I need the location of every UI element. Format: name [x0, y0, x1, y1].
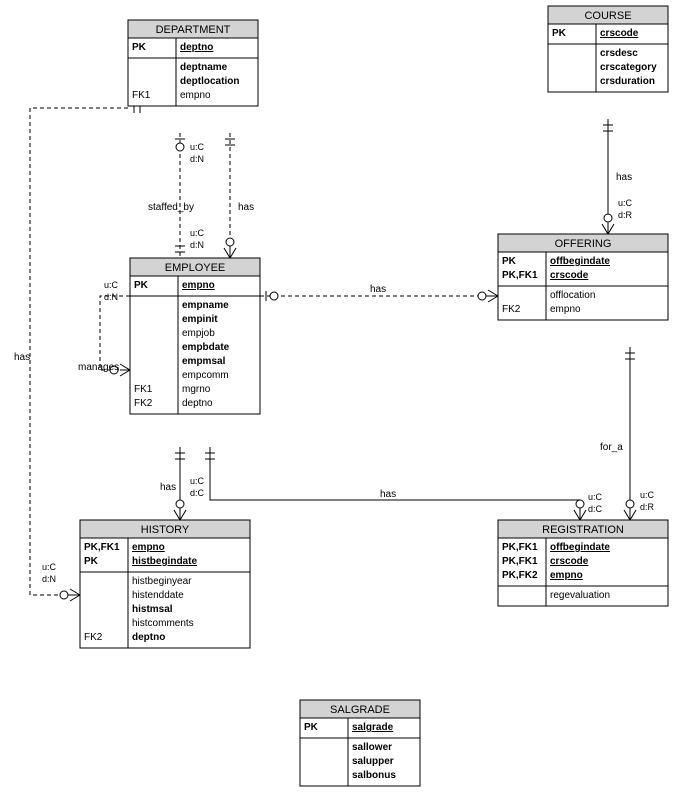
- attribute-name: offlocation: [550, 290, 595, 301]
- attribute-name: crscategory: [600, 62, 657, 73]
- key-indicator: PK: [84, 556, 99, 567]
- cardinality-label: d:N: [190, 240, 204, 250]
- key-indicator: PK,FK1: [502, 542, 538, 553]
- rel-label-dept_has_history: has: [14, 352, 30, 363]
- attribute-name: empbdate: [182, 342, 230, 353]
- entity-offering: OFFERING PK offbegindate PK,FK1 crscode offlo…: [498, 234, 668, 320]
- attribute-name: empno: [182, 280, 215, 291]
- cardinality-label: d:C: [190, 488, 205, 498]
- attribute-name: histbegindate: [132, 556, 197, 567]
- key-indicator: FK1: [132, 90, 151, 101]
- entity-title: HISTORY: [141, 524, 190, 536]
- attribute-name: deptno: [132, 632, 165, 643]
- key-indicator: PK: [132, 42, 147, 53]
- attribute-name: deptno: [180, 42, 213, 53]
- entity-department: DEPARTMENT PK deptno deptname deptlocation FK…: [128, 20, 258, 106]
- attribute-name: empno: [550, 304, 581, 315]
- attribute-name: empname: [182, 300, 229, 311]
- entity-title: SALGRADE: [330, 704, 390, 716]
- rel-label-emp_has_registration: has: [380, 489, 396, 500]
- cardinality-label: u:C: [190, 228, 205, 238]
- cardinality-label: d:C: [588, 504, 603, 514]
- cardinality-label: u:C: [618, 198, 633, 208]
- key-indicator: FK1: [134, 384, 153, 395]
- attribute-name: crsduration: [600, 76, 655, 87]
- key-indicator: PK: [304, 722, 319, 733]
- attribute-name: salupper: [352, 756, 394, 767]
- attribute-name: empcomm: [182, 370, 229, 381]
- entity-title: COURSE: [584, 10, 631, 22]
- key-indicator: FK2: [134, 398, 153, 409]
- key-indicator: FK2: [84, 632, 103, 643]
- attribute-name: deptlocation: [180, 76, 239, 87]
- entity-title: DEPARTMENT: [156, 24, 231, 36]
- rel-label-emp_has_history: has: [160, 482, 176, 493]
- rel-label-manages: manages: [78, 362, 119, 373]
- attribute-name: crscode: [550, 556, 589, 567]
- key-indicator: PK: [552, 28, 567, 39]
- rel-label-offering_for_a_registration: for_a: [600, 442, 623, 453]
- attribute-name: histmsal: [132, 604, 173, 615]
- entity-history: HISTORY PK,FK1 empno PK histbegindate histbeg…: [80, 520, 250, 648]
- cardinality-label: u:C: [42, 562, 57, 572]
- attribute-name: histcomments: [132, 618, 194, 629]
- cardinality-label: u:C: [190, 142, 205, 152]
- entity-salgrade: SALGRADE PK salgrade sallower salupper salbon…: [300, 700, 420, 786]
- attribute-name: empno: [132, 542, 165, 553]
- attribute-name: empinit: [182, 314, 218, 325]
- key-indicator: FK2: [502, 304, 521, 315]
- cardinality-label: d:R: [640, 502, 655, 512]
- entity-title: OFFERING: [555, 238, 612, 250]
- cardinality-label: u:C: [190, 476, 205, 486]
- attribute-name: deptname: [180, 62, 228, 73]
- attribute-name: salgrade: [352, 722, 394, 733]
- attribute-name: histenddate: [132, 590, 184, 601]
- attribute-name: histbeginyear: [132, 576, 192, 587]
- attribute-name: empmsal: [182, 356, 226, 367]
- entity-title: REGISTRATION: [542, 524, 624, 536]
- cardinality-label: u:C: [588, 492, 603, 502]
- attribute-name: empjob: [182, 328, 215, 339]
- rel-label-dept_has_emp: has: [238, 202, 254, 213]
- entity-employee: EMPLOYEE PK empno empname empinit empjob empbd…: [130, 258, 260, 414]
- cardinality-label: d:N: [42, 574, 56, 584]
- relationship-emp_has_registration: [210, 447, 580, 520]
- key-indicator: PK,FK2: [502, 570, 538, 581]
- cardinality-label: u:C: [104, 280, 119, 290]
- attribute-name: crscode: [600, 28, 639, 39]
- key-indicator: PK,FK1: [84, 542, 120, 553]
- cardinality-label: u:C: [640, 490, 655, 500]
- attribute-name: regevaluation: [550, 590, 610, 601]
- attribute-name: crscode: [550, 270, 589, 281]
- attribute-name: empno: [550, 570, 583, 581]
- entity-course: COURSE PK crscode crsdesc crscategory crsdura…: [548, 6, 668, 92]
- attribute-name: salbonus: [352, 770, 396, 781]
- key-indicator: PK: [134, 280, 149, 291]
- cardinality-label: d:R: [618, 210, 633, 220]
- rel-label-course_has_offering: has: [616, 172, 632, 183]
- attribute-name: empno: [180, 90, 211, 101]
- rel-label-emp_has_offering: has: [370, 284, 386, 295]
- attribute-name: deptno: [182, 398, 213, 409]
- cardinality-label: d:N: [190, 154, 204, 164]
- key-indicator: PK,FK1: [502, 270, 538, 281]
- attribute-name: offbegindate: [550, 256, 610, 267]
- attribute-name: mgrno: [182, 384, 211, 395]
- relationship-manages: [100, 296, 130, 370]
- key-indicator: PK,FK1: [502, 556, 538, 567]
- entity-registration: REGISTRATION PK,FK1 offbegindate PK,FK1 crsc…: [498, 520, 668, 606]
- er-diagram: staffed_by u:C d:N u:C d:N has has manages u:C d:…: [0, 0, 690, 803]
- entity-title: EMPLOYEE: [165, 262, 226, 274]
- attribute-name: crsdesc: [600, 48, 638, 59]
- attribute-name: sallower: [352, 742, 392, 753]
- cardinality-label: d:N: [104, 292, 118, 302]
- rel-label-staffed_by: staffed_by: [148, 202, 194, 213]
- attribute-name: offbegindate: [550, 542, 610, 553]
- key-indicator: PK: [502, 256, 517, 267]
